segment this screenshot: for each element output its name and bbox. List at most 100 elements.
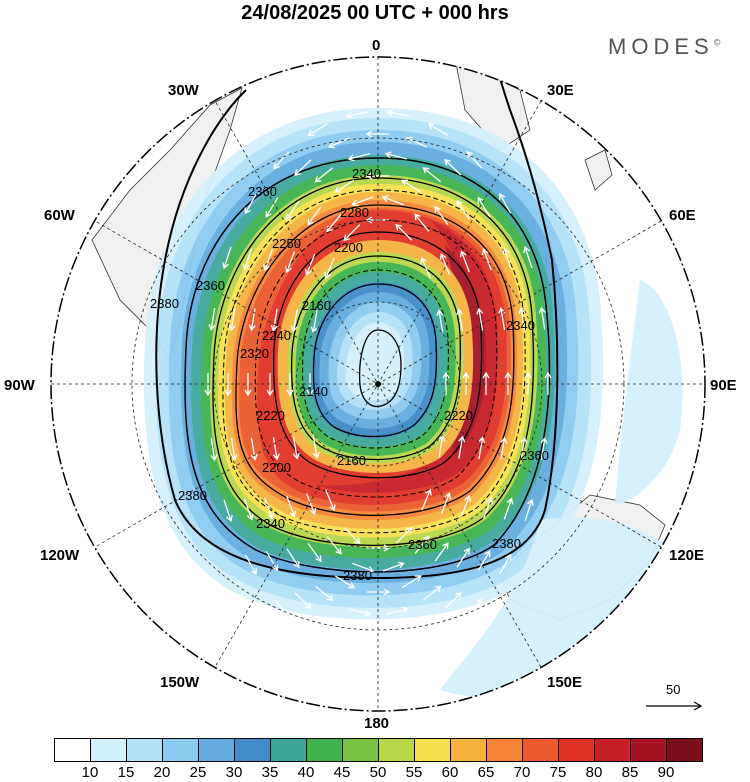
contour-label-2280: 2280 <box>340 205 369 220</box>
wind-arrow <box>270 308 278 332</box>
wind-arrow <box>343 224 361 242</box>
wind-arrow <box>345 111 369 119</box>
dashed-contour-1 <box>222 189 526 534</box>
wind-arrow <box>503 497 514 520</box>
wind-arrow <box>421 488 432 511</box>
contour-2340 <box>212 177 535 546</box>
wind-arrow <box>395 223 413 241</box>
wind-arrow <box>427 123 449 136</box>
wind-arrow <box>263 249 274 272</box>
brand-text: MODES <box>608 34 714 59</box>
reference-vector-label: 50 <box>666 682 681 697</box>
lon-label-90w: 90W <box>4 377 36 394</box>
wind-arrow <box>315 585 334 601</box>
contour-label-2360: 2360 <box>248 184 277 199</box>
lon-label-180: 180 <box>364 715 389 730</box>
wind-arrow <box>285 251 296 274</box>
wind-arrow <box>265 197 279 218</box>
lon-label-90e: 90E <box>710 377 737 394</box>
colorbar-cell <box>666 738 703 762</box>
contour-2200 <box>290 255 461 461</box>
wind-arrow <box>222 246 232 270</box>
wind-arrow <box>348 608 372 617</box>
wind-arrow <box>428 631 449 645</box>
colorbar-cell <box>234 738 271 762</box>
wind-arrow <box>314 167 333 183</box>
contour-label-2380-d: 2380 <box>150 296 179 311</box>
wind-arrow <box>294 159 312 176</box>
contour-2240 <box>273 231 483 479</box>
wind-arrow <box>365 130 389 138</box>
longitude-label-group: 0 30E 60E 90E 120E 150E 180 150W 120W 90… <box>4 37 737 730</box>
wind-arrow <box>423 585 442 601</box>
wind-arrow <box>294 592 312 610</box>
contour-label-2220: 2220 <box>256 408 285 423</box>
wind-arrow <box>328 620 351 632</box>
wind-arrow <box>365 172 389 180</box>
wind-arrow <box>442 371 450 395</box>
wind-arrow <box>401 575 422 589</box>
lon-label-60w: 60W <box>44 207 76 224</box>
wind-arrow <box>304 253 316 276</box>
contour-label-2240: 2240 <box>262 328 291 343</box>
contour-label-2250: 2250 <box>272 236 301 251</box>
colorbar-cell <box>342 738 379 762</box>
colorbar-label: 45 <box>333 764 351 781</box>
wind-arrow <box>414 213 430 232</box>
contour-label-2340-b: 2340 <box>256 516 285 531</box>
wind-arrow <box>307 206 322 226</box>
height-contours <box>155 57 559 580</box>
wind-arrow <box>436 309 444 333</box>
colorbar-label: 40 <box>297 764 315 781</box>
wind-arrow <box>334 179 355 193</box>
wind-arrow <box>307 542 322 563</box>
contour-label-2220-b: 2220 <box>444 408 473 423</box>
colorbar-cell <box>198 738 235 762</box>
wind-arrow <box>481 248 492 271</box>
wind-arrow <box>286 200 300 221</box>
wind-arrow <box>518 307 526 331</box>
wind-arrow <box>325 489 336 512</box>
wind-arrow <box>326 536 342 555</box>
colorbar-cell <box>162 738 199 762</box>
contour-2280 <box>235 204 515 517</box>
wind-arrow <box>384 151 408 160</box>
contour-label-2380-b: 2380 <box>343 568 372 583</box>
wind-vectors <box>204 109 552 659</box>
contour-label-2380-c: 2380 <box>178 488 207 503</box>
wind-arrow <box>250 437 258 461</box>
dashed-contours <box>222 189 526 534</box>
wind-arrow <box>434 542 449 562</box>
wind-arrow <box>307 123 328 137</box>
wind-arrow <box>305 493 317 515</box>
wind-arrow <box>502 247 513 270</box>
wind-arrow <box>499 192 512 214</box>
wind-arrow <box>395 526 413 544</box>
contour-label-2320: 2320 <box>240 346 269 361</box>
contour-label-2340: 2340 <box>352 166 381 181</box>
wind-arrow <box>346 651 370 659</box>
contour-2140 <box>358 329 402 408</box>
wind-arrow <box>272 437 280 461</box>
brand-logo: MODES© <box>608 34 720 60</box>
wind-arrow <box>439 253 451 275</box>
wind-arrow <box>444 158 462 176</box>
reference-vector <box>646 701 703 711</box>
colorbar-label: 50 <box>369 764 387 781</box>
wind-arrow <box>400 179 422 193</box>
colorbar-cell <box>90 738 127 762</box>
wind-arrow <box>265 551 279 572</box>
wind-arrow <box>286 495 297 518</box>
lon-label-0: 0 <box>372 37 380 54</box>
lon-label-120w: 120W <box>40 547 80 564</box>
colorbar-label: 35 <box>261 764 279 781</box>
contour-label-2160-b: 2160 <box>337 453 366 468</box>
wind-arrow <box>312 435 320 459</box>
wind-arrow <box>440 492 452 515</box>
wind-arrow <box>286 373 294 397</box>
colorbar-cell <box>126 738 163 762</box>
wind-arrow <box>230 437 238 461</box>
wind-arrow <box>405 136 428 148</box>
shade-inner-10 <box>345 322 405 401</box>
colorbar-cell <box>306 738 343 762</box>
